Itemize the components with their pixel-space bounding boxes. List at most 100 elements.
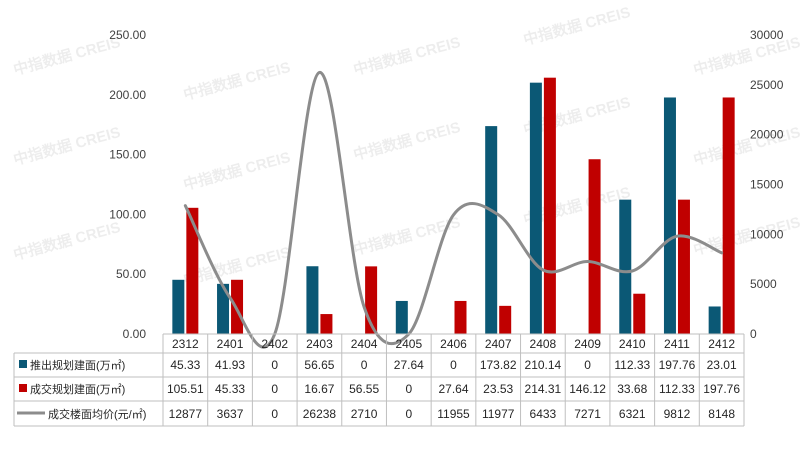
table-row-label: 成交规划建面(万㎡) bbox=[30, 382, 125, 396]
left-axis-tick-label: 0.00 bbox=[123, 327, 147, 341]
category-label: 2411 bbox=[664, 337, 690, 351]
table-cell: 8148 bbox=[708, 407, 735, 421]
table-cell: 33.68 bbox=[617, 382, 647, 396]
table-cell: 0 bbox=[450, 358, 457, 372]
watermark-text: 中指数据 CREIS bbox=[181, 58, 292, 104]
watermark-text: 中指数据 CREIS bbox=[351, 33, 462, 79]
watermark-text: 中指数据 CREIS bbox=[11, 123, 122, 169]
table-cell: 210.14 bbox=[525, 358, 562, 372]
bar-launched bbox=[217, 283, 230, 334]
bar-transacted bbox=[499, 305, 512, 334]
bar-launched bbox=[708, 306, 721, 334]
table-cell: 26238 bbox=[303, 407, 337, 421]
table-cell: 214.31 bbox=[525, 382, 562, 396]
table-cell: 11977 bbox=[482, 407, 515, 421]
right-axis-tick-label: 30000 bbox=[750, 28, 784, 42]
right-axis-tick-label: 10000 bbox=[750, 227, 784, 241]
table-cell: 0 bbox=[405, 382, 412, 396]
category-label: 2409 bbox=[574, 337, 601, 351]
watermark-text: 中指数据 CREIS bbox=[691, 33, 800, 79]
category-label: 2406 bbox=[440, 337, 467, 351]
bar-launched bbox=[619, 199, 632, 334]
category-label: 2402 bbox=[261, 337, 288, 351]
bar-launched bbox=[663, 97, 676, 335]
table-row-label: 成交楼面均价(元/㎡) bbox=[48, 407, 146, 421]
watermark-text: 中指数据 CREIS bbox=[691, 123, 800, 169]
table-cell: 2710 bbox=[351, 407, 378, 421]
table-cell: 23.01 bbox=[707, 358, 737, 372]
right-axis-tick-label: 15000 bbox=[750, 178, 784, 192]
watermark-text: 中指数据 CREIS bbox=[181, 148, 292, 194]
table-cell: 0 bbox=[271, 382, 278, 396]
table-cell: 197.76 bbox=[703, 382, 740, 396]
table-cell: 105.51 bbox=[167, 382, 204, 396]
category-label: 2412 bbox=[708, 337, 735, 351]
left-axis-tick-label: 150.00 bbox=[109, 148, 146, 162]
table-cell: 0 bbox=[361, 358, 368, 372]
bar-transacted bbox=[588, 159, 601, 334]
table-cell: 6321 bbox=[619, 407, 646, 421]
category-label: 2404 bbox=[351, 337, 378, 351]
legend-key-0 bbox=[19, 360, 27, 368]
table-cell: 7271 bbox=[574, 407, 601, 421]
table-cell: 0 bbox=[271, 358, 278, 372]
bar-launched bbox=[529, 82, 542, 334]
category-label: 2401 bbox=[217, 337, 244, 351]
table-cell: 41.93 bbox=[215, 358, 245, 372]
legend-key-1 bbox=[19, 384, 27, 392]
category-label: 2403 bbox=[306, 337, 333, 351]
table-cell: 112.33 bbox=[614, 358, 650, 372]
category-label: 2410 bbox=[619, 337, 646, 351]
bar-launched bbox=[485, 126, 498, 334]
bar-transacted bbox=[186, 207, 199, 334]
left-axis-tick-label: 200.00 bbox=[109, 88, 146, 102]
table-cell: 11955 bbox=[437, 407, 470, 421]
watermark-text: 中指数据 CREIS bbox=[691, 213, 800, 259]
category-label: 2312 bbox=[172, 337, 199, 351]
table-cell: 56.65 bbox=[304, 358, 334, 372]
table-row-label: 推出规划建面(万㎡) bbox=[30, 358, 125, 372]
watermark-text: 中指数据 CREIS bbox=[351, 213, 462, 259]
bar-transacted bbox=[320, 314, 333, 334]
right-axis-tick-label: 5000 bbox=[750, 277, 777, 291]
table-cell: 16.67 bbox=[304, 382, 334, 396]
table-cell: 0 bbox=[405, 407, 412, 421]
bar-launched bbox=[306, 266, 319, 334]
bar-transacted bbox=[722, 97, 735, 335]
table-cell: 146.12 bbox=[569, 382, 606, 396]
right-axis-tick-label: 25000 bbox=[750, 78, 784, 92]
right-axis-tick-label: 0 bbox=[750, 327, 757, 341]
watermark-text: 中指数据 CREIS bbox=[521, 3, 632, 49]
left-axis-tick-label: 50.00 bbox=[116, 267, 146, 281]
bar-transacted bbox=[633, 293, 646, 334]
watermark-text: 中指数据 CREIS bbox=[351, 118, 462, 164]
bar-transacted bbox=[543, 77, 556, 334]
table-cell: 12877 bbox=[169, 407, 203, 421]
table-cell: 173.82 bbox=[480, 358, 517, 372]
table-cell: 112.33 bbox=[659, 382, 695, 396]
table-cell: 0 bbox=[271, 407, 278, 421]
table-cell: 197.76 bbox=[659, 358, 696, 372]
watermark-text: 中指数据 CREIS bbox=[11, 33, 122, 79]
table-cell: 0 bbox=[584, 358, 591, 372]
bar-launched bbox=[172, 279, 185, 334]
table-cell: 6433 bbox=[530, 407, 557, 421]
table-cell: 27.64 bbox=[438, 382, 468, 396]
left-axis-tick-label: 100.00 bbox=[109, 207, 146, 221]
table-cell: 56.55 bbox=[349, 382, 379, 396]
table-cell: 45.33 bbox=[170, 358, 200, 372]
table-cell: 9812 bbox=[664, 407, 691, 421]
category-label: 2408 bbox=[530, 337, 557, 351]
bar-launched bbox=[395, 300, 408, 334]
category-label: 2405 bbox=[395, 337, 422, 351]
table-cell: 3637 bbox=[217, 407, 244, 421]
table-cell: 23.53 bbox=[483, 382, 513, 396]
table-cell: 27.64 bbox=[394, 358, 424, 372]
category-label: 2407 bbox=[485, 337, 512, 351]
left-axis-tick-label: 250.00 bbox=[109, 28, 146, 42]
bar-transacted bbox=[677, 199, 690, 334]
table-cell: 45.33 bbox=[215, 382, 245, 396]
right-axis-tick-label: 20000 bbox=[750, 128, 784, 142]
